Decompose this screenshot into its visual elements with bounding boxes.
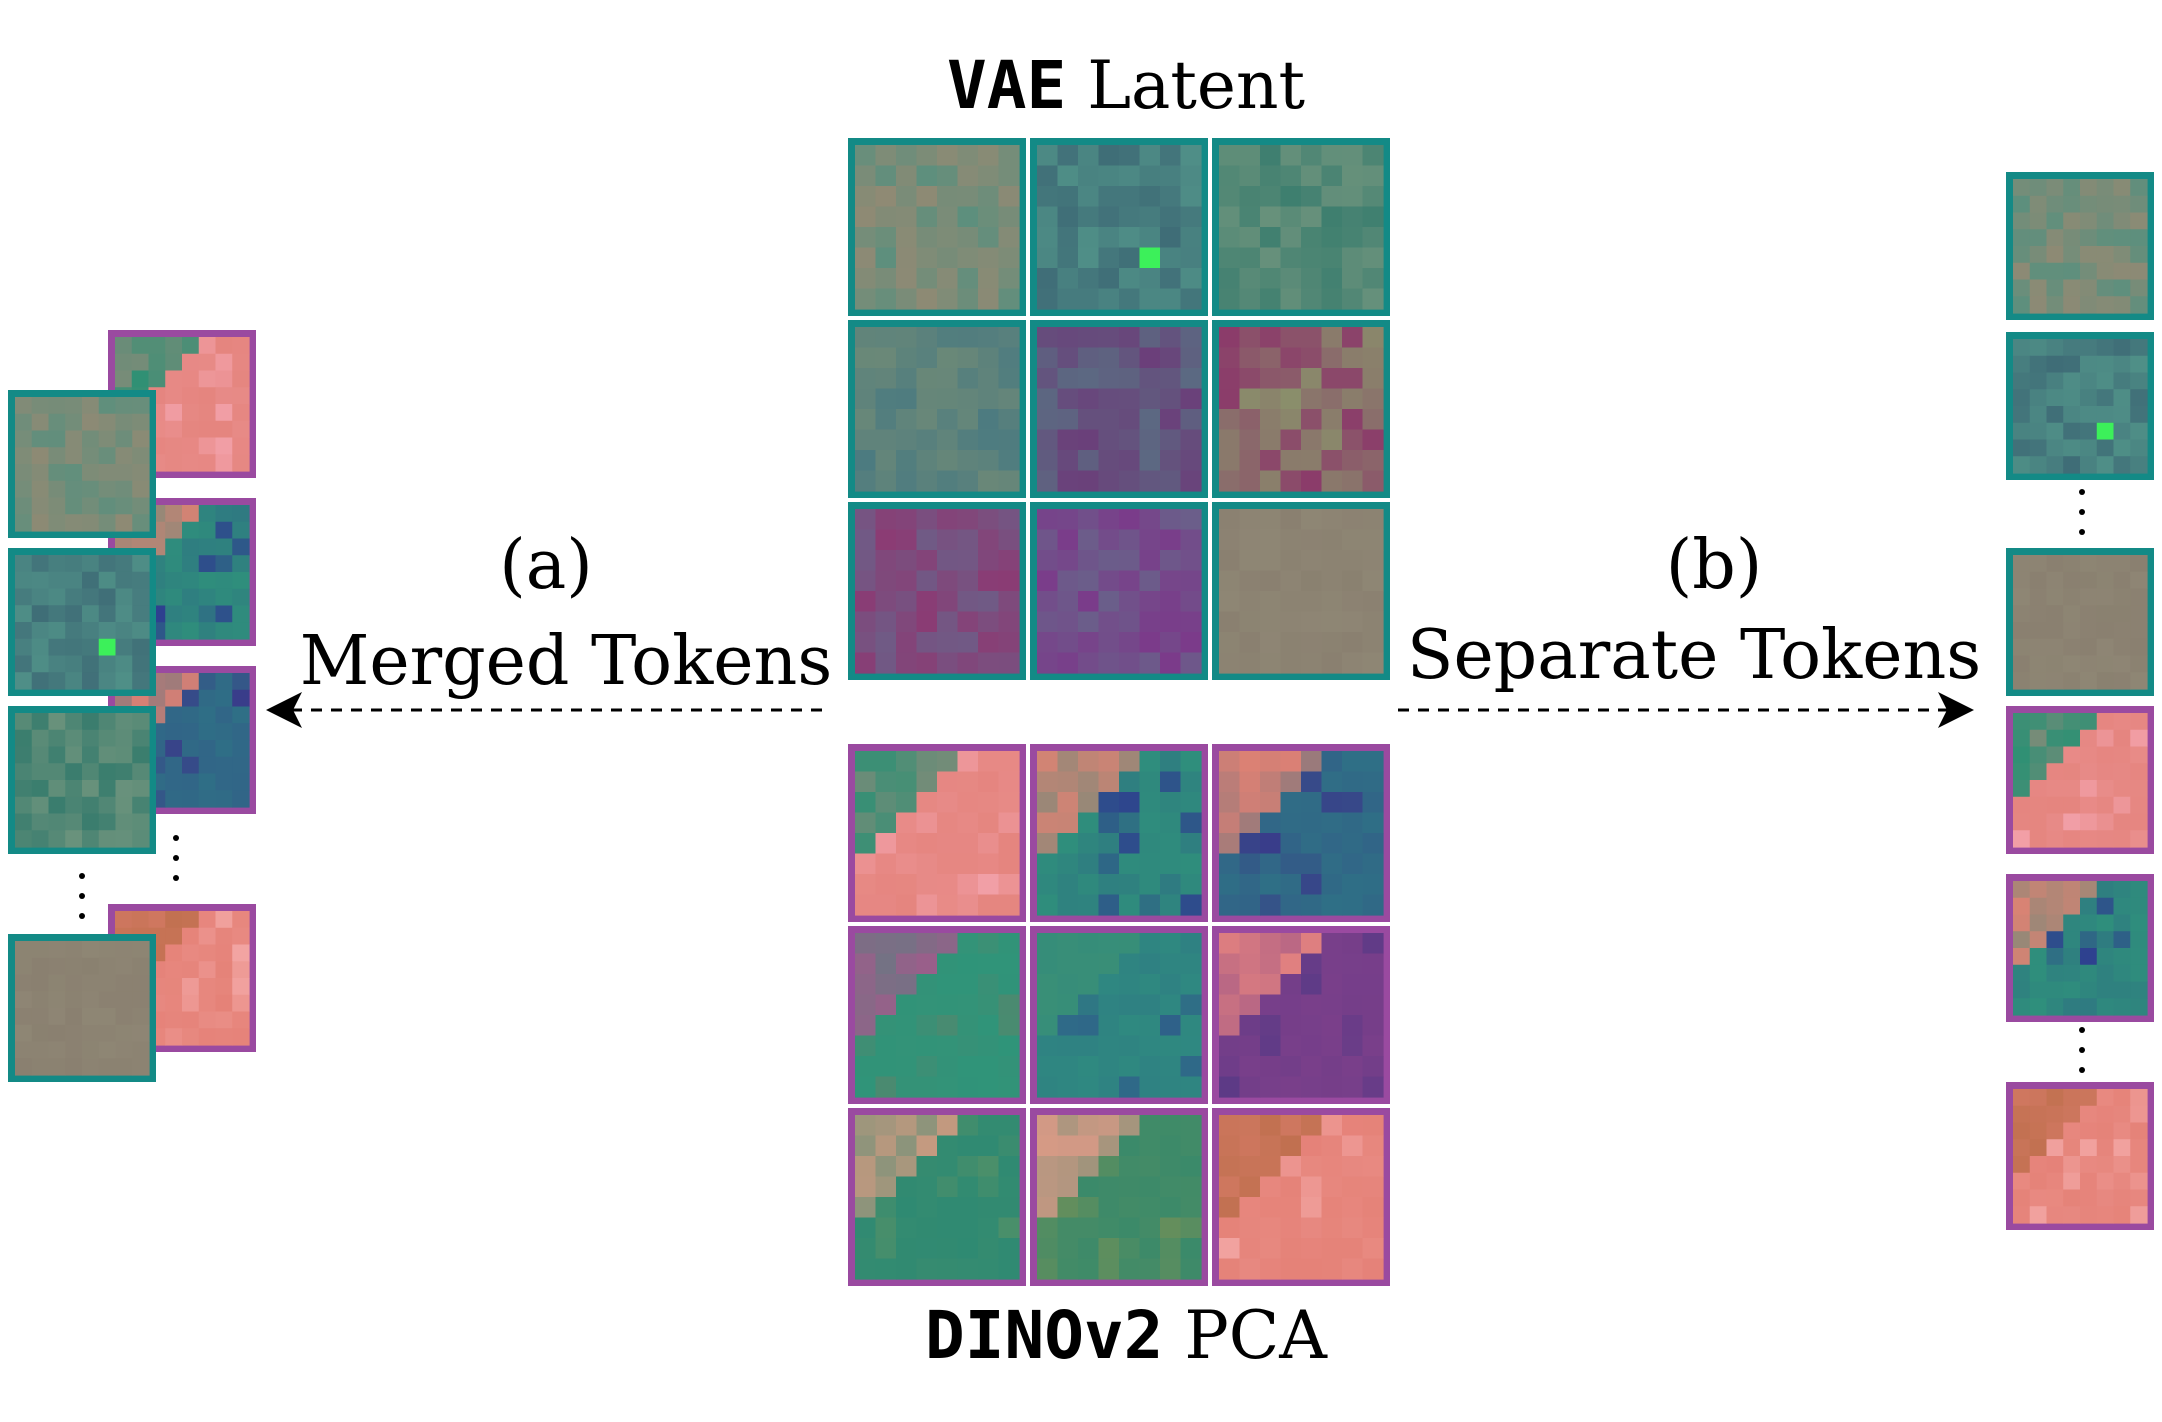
title-top: VAE Latent <box>947 47 1305 124</box>
dino-patch-8 <box>1030 1108 1208 1286</box>
label-a-letter: (a) <box>499 526 593 605</box>
vae-patch-2 <box>1030 138 1208 316</box>
vae-patch-6 <box>1212 320 1390 498</box>
ellipsis-separate-dino <box>2079 1027 2085 1073</box>
dino-patch-4 <box>848 926 1026 1104</box>
dino-patch-2 <box>1030 744 1208 922</box>
ellipsis-merged-vae <box>79 873 85 919</box>
title-bottom-code: DINOv2 <box>925 1297 1163 1374</box>
dino-patch-6 <box>1212 926 1390 1104</box>
label-a-text: Merged Tokens <box>300 622 832 701</box>
vae-patch-9 <box>1212 502 1390 680</box>
dinov2-pca-grid <box>848 744 1390 1286</box>
separate-token-2 <box>2006 332 2154 480</box>
separate-token-1 <box>2006 172 2154 320</box>
separate-token-2-highlight <box>2096 422 2114 440</box>
dino-patch-7 <box>848 1108 1026 1286</box>
ellipsis-separate-vae <box>2079 489 2085 535</box>
vae-patch-4 <box>848 320 1026 498</box>
separate-token-6 <box>2006 1082 2154 1230</box>
merged-tokens-stack <box>8 330 256 1082</box>
title-top-text: Latent <box>1066 47 1305 124</box>
label-b-text: Separate Tokens <box>1407 616 1981 695</box>
merged-vae-2-highlight <box>98 638 116 656</box>
vae-latent-grid <box>848 138 1390 680</box>
separate-token-5 <box>2006 874 2154 1022</box>
vae-patch-1 <box>848 138 1026 316</box>
merged-vae-2 <box>8 548 156 696</box>
title-bottom: DINOv2 PCA <box>925 1297 1328 1374</box>
merged-vae-4 <box>8 934 156 1082</box>
dino-patch-3 <box>1212 744 1390 922</box>
merged-vae-1 <box>8 390 156 538</box>
vae-patch-3 <box>1212 138 1390 316</box>
dino-patch-9 <box>1212 1108 1390 1286</box>
separate-token-4 <box>2006 706 2154 854</box>
dino-patch-1 <box>848 744 1026 922</box>
separate-tokens-column <box>2006 172 2154 1230</box>
vae-patch-7 <box>848 502 1026 680</box>
ellipsis-merged-dino <box>173 835 179 881</box>
title-top-code: VAE <box>947 47 1066 124</box>
vae-patch-2-highlight <box>1139 247 1160 268</box>
ellipsis-dots <box>79 489 2085 1073</box>
label-b-letter: (b) <box>1666 526 1763 605</box>
title-bottom-text: PCA <box>1163 1297 1328 1374</box>
separate-token-3 <box>2006 548 2154 696</box>
vae-patch-5 <box>1030 320 1208 498</box>
dino-patch-5 <box>1030 926 1208 1104</box>
merged-vae-3 <box>8 706 156 854</box>
merged-dino-1 <box>108 330 256 478</box>
vae-patch-8 <box>1030 502 1208 680</box>
